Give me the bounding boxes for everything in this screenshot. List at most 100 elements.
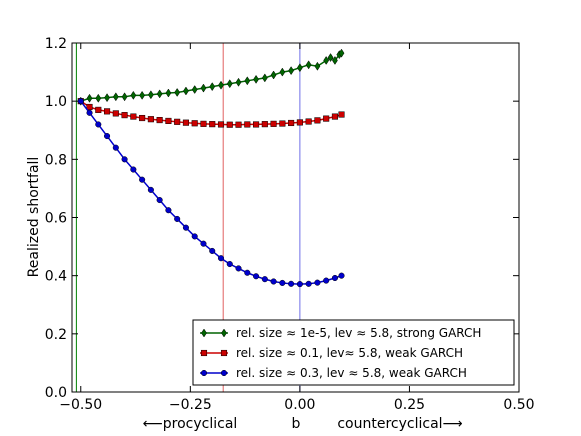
data-point xyxy=(270,70,277,80)
data-point xyxy=(218,80,224,90)
series-1 xyxy=(77,98,345,128)
data-point xyxy=(191,120,198,127)
data-point xyxy=(86,103,93,111)
data-point xyxy=(323,277,330,284)
data-point xyxy=(235,77,242,87)
data-point xyxy=(156,197,163,204)
x-tick-label: 0.00 xyxy=(284,397,315,413)
data-point xyxy=(95,93,102,103)
data-point xyxy=(226,121,233,128)
data-point xyxy=(139,176,146,183)
data-point xyxy=(279,67,286,77)
data-point xyxy=(183,86,189,96)
data-point xyxy=(331,113,338,120)
data-point xyxy=(253,74,259,84)
data-point xyxy=(338,272,345,279)
data-point xyxy=(244,269,251,276)
data-point xyxy=(121,112,128,119)
legend-marker-2 xyxy=(200,369,208,377)
legend-marker-end-1 xyxy=(220,349,228,357)
data-point xyxy=(165,117,172,124)
data-point xyxy=(156,117,163,124)
data-point xyxy=(332,55,338,65)
data-point xyxy=(191,233,198,240)
x-axis-label: b xyxy=(292,416,301,432)
data-point xyxy=(121,156,128,163)
data-point xyxy=(95,121,102,128)
y-tick-label: 1.2 xyxy=(45,36,67,52)
data-point xyxy=(104,108,111,115)
data-point xyxy=(279,120,286,127)
data-point xyxy=(288,280,295,287)
data-point xyxy=(174,215,181,223)
data-point xyxy=(305,280,312,287)
y-tick-label: 0.2 xyxy=(45,327,67,343)
legend-entry-1: rel. size ≈ 0.1, lev≈ 5.8, weak GARCH xyxy=(236,346,463,360)
data-point xyxy=(314,61,321,71)
data-point xyxy=(331,274,338,282)
data-point xyxy=(182,224,189,231)
data-point xyxy=(288,66,295,76)
data-point xyxy=(314,117,321,124)
y-tick-label: 0.8 xyxy=(45,152,67,168)
data-point xyxy=(86,109,93,116)
legend-marker-end-0 xyxy=(221,328,227,338)
data-point xyxy=(305,118,312,125)
data-point xyxy=(147,116,154,123)
data-point xyxy=(327,53,334,63)
data-point xyxy=(191,85,198,94)
data-point xyxy=(139,114,146,122)
data-point xyxy=(174,87,181,97)
y-tick-label: 1.0 xyxy=(45,94,67,110)
data-point xyxy=(288,119,295,127)
data-point xyxy=(270,120,277,127)
data-point xyxy=(209,247,216,254)
data-point xyxy=(147,186,154,193)
data-point xyxy=(244,76,251,86)
data-point xyxy=(226,79,233,89)
data-point xyxy=(200,240,207,247)
data-point xyxy=(86,93,93,103)
legend-entry-0: rel. size ≈ 1e-5, lev ≈ 5.8, strong GARC… xyxy=(236,326,481,340)
y-axis-label: Realized shortfall xyxy=(26,157,42,278)
y-axis-ticks: 0.0 0.2 0.4 0.6 0.8 1.0 1.2 xyxy=(45,36,519,401)
data-point xyxy=(104,133,111,140)
data-point xyxy=(323,55,330,65)
data-point xyxy=(253,121,260,128)
data-point xyxy=(112,92,119,102)
series-layer xyxy=(77,48,345,288)
data-point xyxy=(314,279,321,286)
data-point xyxy=(338,48,345,58)
data-point xyxy=(156,89,163,99)
data-point xyxy=(147,90,154,100)
data-point xyxy=(165,207,172,214)
data-point xyxy=(338,111,345,118)
y-tick-label: 0.6 xyxy=(45,211,67,227)
data-point xyxy=(244,121,251,128)
x-axis-label-right: countercyclical⟶ xyxy=(337,416,462,432)
x-tick-label: 0.25 xyxy=(394,397,425,413)
data-point xyxy=(165,88,172,98)
data-point xyxy=(253,273,260,280)
data-point xyxy=(296,63,303,73)
series-2 xyxy=(77,98,345,288)
series-0 xyxy=(77,48,345,106)
legend-entry-2: rel. size ≈ 0.3, lev ≈ 5.8, weak GARCH xyxy=(236,366,467,380)
data-point xyxy=(200,83,207,93)
data-point xyxy=(121,92,128,102)
data-point xyxy=(305,60,312,70)
data-point xyxy=(235,121,242,128)
legend: rel. size ≈ 1e-5, lev ≈ 5.8, strong GARC… xyxy=(192,319,515,386)
data-point xyxy=(139,90,146,100)
data-point xyxy=(261,73,268,83)
data-point xyxy=(130,90,137,100)
data-point xyxy=(182,119,189,126)
data-point xyxy=(95,106,102,113)
x-tick-label: −0.25 xyxy=(169,397,212,413)
data-point xyxy=(296,119,303,126)
data-point xyxy=(104,93,110,103)
x-tick-label: 0.50 xyxy=(503,397,534,413)
x-tick-label: −0.50 xyxy=(59,397,102,413)
data-point xyxy=(200,120,207,127)
